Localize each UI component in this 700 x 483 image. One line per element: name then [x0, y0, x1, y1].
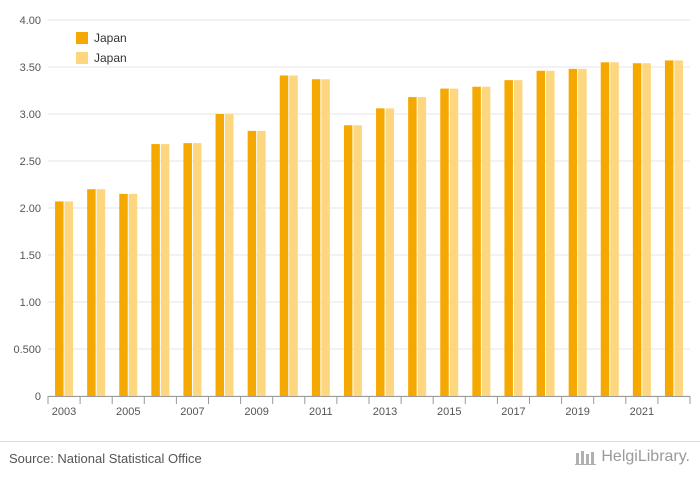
legend-item[interactable]: Japan [76, 28, 127, 48]
bar-2010-series-1[interactable] [279, 75, 289, 397]
x-tick-label: 2009 [244, 406, 268, 418]
y-tick-label: 2.00 [20, 203, 41, 215]
helgi-library-logo[interactable]: HelgiLibrary. [575, 448, 690, 466]
bar-2018-series-1[interactable] [536, 70, 546, 396]
bar-2014-series-1[interactable] [408, 97, 417, 396]
bar-2022-series-2[interactable] [674, 60, 683, 397]
source-text: Source: National Statistical Office [9, 451, 202, 466]
x-tick-label: 2021 [630, 406, 654, 418]
x-tick-label: 2017 [501, 406, 525, 418]
legend-label: Japan [94, 31, 127, 45]
bar-2017-series-1[interactable] [504, 80, 513, 396]
bar-2021-series-2[interactable] [642, 63, 651, 397]
legend-label: Japan [94, 51, 127, 65]
bar-2016-series-1[interactable] [472, 86, 481, 397]
bar-2019-series-2[interactable] [578, 68, 587, 396]
bar-2012-series-1[interactable] [343, 125, 353, 396]
x-tick-label: 2007 [180, 406, 204, 418]
bar-2009-series-2[interactable] [257, 130, 266, 397]
x-tick-label: 2013 [373, 406, 397, 418]
bar-2010-series-2[interactable] [289, 75, 298, 397]
x-tick-label: 2019 [565, 406, 589, 418]
bars [55, 60, 683, 397]
bar-2018-series-2[interactable] [546, 70, 555, 396]
bar-2008-series-1[interactable] [215, 114, 225, 396]
library-icon [575, 451, 597, 465]
x-axis: 2003 2005 2007 2009 2011 2013 2015 2017 2019 2021 [47, 396, 691, 418]
bar-2007-series-1[interactable] [183, 143, 192, 396]
footer-divider [0, 441, 700, 442]
bar-2016-series-2[interactable] [481, 86, 491, 397]
y-tick-label: 4.00 [20, 15, 41, 27]
bar-2020-series-1[interactable] [600, 62, 610, 397]
bar-2004-series-2[interactable] [96, 189, 106, 396]
legend-swatch [76, 32, 88, 44]
x-tick-label: 2015 [437, 406, 461, 418]
y-tick-label: 2.50 [20, 156, 41, 168]
legend-item[interactable]: Japan [76, 48, 127, 68]
bar-2006-series-1[interactable] [151, 144, 160, 396]
y-axis: 0 0.500 1.00 1.50 2.00 2.50 3.00 3.50 4.00 [13, 15, 41, 403]
grid-lines [48, 19, 690, 397]
bar-2009-series-1[interactable] [247, 130, 257, 397]
bar-2015-series-1[interactable] [440, 88, 449, 397]
bar-2013-series-2[interactable] [385, 108, 395, 397]
bar-2021-series-1[interactable] [632, 63, 642, 397]
bar-2020-series-2[interactable] [610, 62, 619, 397]
bar-2004-series-1[interactable] [87, 189, 96, 396]
x-tick-label: 2011 [309, 406, 333, 418]
bar-2015-series-2[interactable] [449, 88, 459, 397]
bar-2006-series-2[interactable] [160, 144, 170, 396]
y-tick-label: 1.00 [20, 297, 41, 309]
bar-2005-series-1[interactable] [119, 193, 128, 396]
bar-2003-series-2[interactable] [64, 201, 74, 396]
bar-2011-series-2[interactable] [321, 79, 330, 396]
bar-2022-series-1[interactable] [664, 60, 674, 397]
bar-2003-series-1[interactable] [55, 201, 64, 396]
bar-2019-series-1[interactable] [568, 68, 578, 396]
bar-2007-series-2[interactable] [192, 143, 202, 396]
bar-2011-series-1[interactable] [311, 79, 321, 396]
legend-swatch [76, 52, 88, 64]
x-tick-label: 2005 [116, 406, 140, 418]
bar-2017-series-2[interactable] [513, 80, 523, 396]
y-tick-label: 3.50 [20, 62, 41, 74]
bar-2012-series-2[interactable] [353, 125, 362, 396]
y-tick-label: 0 [35, 391, 41, 403]
logo-text: HelgiLibrary. [601, 448, 690, 465]
y-tick-label: 3.00 [20, 109, 41, 121]
bar-2005-series-2[interactable] [128, 193, 138, 396]
y-tick-label: 1.50 [20, 250, 41, 262]
y-tick-label: 0.500 [13, 344, 41, 356]
bar-2013-series-1[interactable] [376, 108, 385, 397]
legend: Japan Japan [76, 28, 127, 68]
bar-2008-series-2[interactable] [225, 114, 234, 396]
x-tick-label: 2003 [52, 406, 76, 418]
bar-2014-series-2[interactable] [417, 97, 427, 396]
